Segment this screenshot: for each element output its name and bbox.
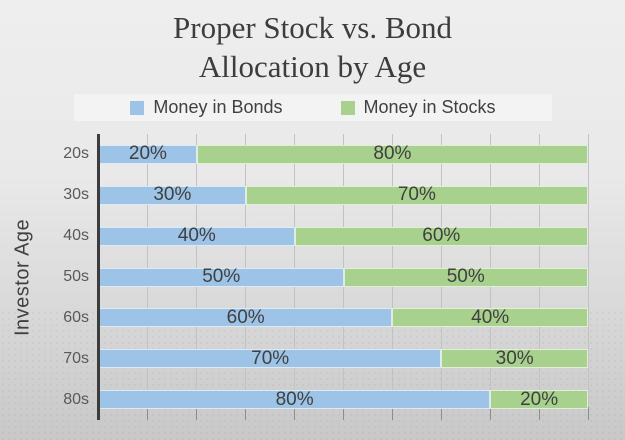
rows: 20s 20% 80% 30s 30% 70% 40s 40% 60% 50s 50% 50% 60s 6…	[63, 134, 588, 420]
stocks-segment[interactable]: 20%	[490, 388, 588, 410]
chart-row: 70s 70% 30%	[63, 338, 588, 379]
stocks-segment[interactable]: 30%	[441, 347, 588, 369]
stacked-bar: 20% 80%	[99, 143, 588, 165]
bonds-segment[interactable]: 80%	[99, 388, 491, 410]
data-label: 50%	[446, 266, 485, 287]
plot-area[interactable]: 20s 20% 80% 30s 30% 70% 40s 40% 60% 50s 50% 50% 60s 6…	[63, 134, 589, 420]
data-label: 40%	[177, 225, 216, 247]
bonds-segment[interactable]: 60%	[99, 306, 393, 328]
data-label: 20%	[128, 143, 167, 165]
chart-row: 40s 40% 60%	[63, 216, 588, 257]
data-label: 50%	[202, 266, 241, 287]
bonds-segment[interactable]: 70%	[99, 347, 442, 369]
stacked-bar: 50% 50%	[99, 266, 588, 287]
data-label: 60%	[422, 225, 461, 247]
chart-row: 50s 50% 50%	[63, 257, 588, 298]
bonds-segment[interactable]: 40%	[99, 225, 295, 247]
legend-label-stocks: Money in Stocks	[363, 97, 496, 117]
data-label: 70%	[251, 347, 290, 369]
data-label: 70%	[397, 184, 436, 206]
legend-label-bonds: Money in Bonds	[153, 97, 283, 117]
stacked-bar: 40% 60%	[99, 225, 588, 247]
data-label: 30%	[495, 347, 534, 369]
stocks-segment[interactable]: 70%	[245, 184, 588, 206]
chart-row: 30s 30% 70%	[63, 175, 588, 216]
stacked-bar: 70% 30%	[99, 347, 588, 369]
stacked-bar: 80% 20%	[99, 388, 588, 410]
stacked-bar: 30% 70%	[99, 184, 588, 206]
legend-item-bonds[interactable]: Money in Bonds	[130, 97, 283, 118]
data-label: 80%	[373, 143, 412, 165]
stocks-segment[interactable]: 80%	[196, 143, 588, 165]
category-label: 20s	[63, 145, 89, 163]
data-label: 20%	[520, 388, 559, 410]
data-label: 80%	[275, 388, 314, 410]
category-label: 40s	[63, 227, 89, 245]
data-label: 60%	[226, 306, 265, 328]
chart-title-line2: Allocation by Age	[198, 49, 427, 84]
data-label: 30%	[153, 184, 192, 206]
chart-title-line1: Proper Stock vs. Bond	[173, 10, 452, 45]
category-label: 30s	[63, 186, 89, 204]
category-axis-line	[97, 134, 100, 420]
category-label: 80s	[63, 390, 89, 408]
legend-item-stocks[interactable]: Money in Stocks	[340, 97, 496, 118]
data-label: 40%	[471, 306, 510, 328]
stacked-bar: 60% 40%	[99, 306, 588, 328]
stocks-swatch-icon	[340, 100, 355, 115]
stocks-segment[interactable]: 40%	[392, 306, 588, 328]
chart-row: 60s 60% 40%	[63, 297, 588, 338]
category-label: 70s	[63, 349, 89, 367]
category-label: 50s	[63, 268, 89, 285]
chart-title: Proper Stock vs. Bond Allocation by Age	[0, 8, 625, 86]
chart-row: 80s 80% 20%	[63, 379, 588, 420]
category-label: 60s	[63, 308, 89, 326]
bonds-segment[interactable]: 20%	[99, 143, 197, 165]
bonds-segment[interactable]: 30%	[99, 184, 246, 206]
stocks-segment[interactable]: 60%	[294, 225, 588, 247]
stocks-segment[interactable]: 50%	[343, 266, 588, 287]
legend: Money in Bonds Money in Stocks	[74, 94, 552, 121]
gridline	[587, 134, 589, 420]
y-axis-title: Investor Age	[11, 218, 34, 336]
bonds-segment[interactable]: 50%	[99, 266, 344, 287]
bonds-swatch-icon	[130, 100, 145, 115]
chart-row: 20s 20% 80%	[63, 134, 588, 175]
